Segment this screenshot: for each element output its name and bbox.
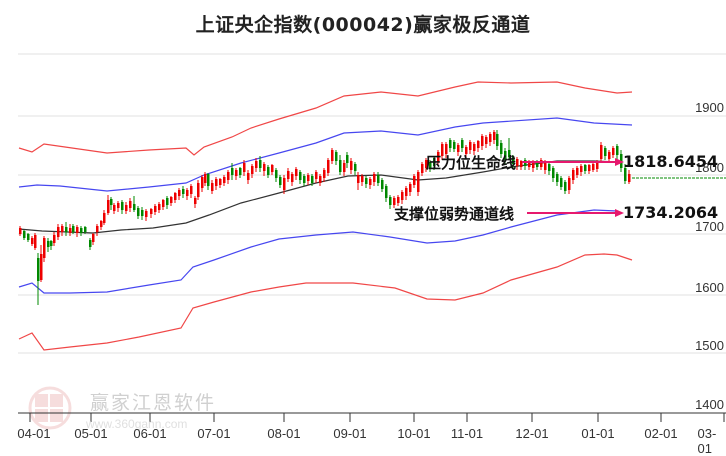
x-tick-05-01: 05-01 xyxy=(74,426,108,441)
inner-lower-band xyxy=(18,209,618,294)
x-tick-08-01: 08-01 xyxy=(267,426,301,441)
outer-upper-band xyxy=(18,81,633,156)
y-tick-1800: 1800 xyxy=(695,160,724,175)
y-tick-1500: 1500 xyxy=(695,338,724,353)
inner-upper-band xyxy=(18,117,633,192)
x-tick-02-01: 02-01 xyxy=(644,426,678,441)
x-tick-03-01: 03-01 xyxy=(697,426,717,456)
outer-lower-band xyxy=(18,253,633,351)
x-axis xyxy=(18,412,726,422)
watermark-logo-icon xyxy=(28,386,72,430)
x-tick-06-01: 06-01 xyxy=(133,426,167,441)
resistance-label: 压力位生命线 xyxy=(426,154,517,172)
x-tick-10-01: 10-01 xyxy=(397,426,431,441)
chart-title: 上证央企指数(000042)赢家极反通道 xyxy=(195,14,531,36)
resistance-value: 1818.6454 xyxy=(623,152,719,171)
support-value: 1734.2064 xyxy=(623,203,719,222)
gridlines xyxy=(18,53,726,354)
x-tick-12-01: 12-01 xyxy=(515,426,549,441)
support-arrow-icon xyxy=(527,209,624,217)
y-tick-1600: 1600 xyxy=(695,280,724,295)
y-tick-1900: 1900 xyxy=(695,100,724,115)
x-tick-07-01: 07-01 xyxy=(197,426,231,441)
x-tick-04-01: 04-01 xyxy=(17,426,51,441)
y-tick-1400: 1400 xyxy=(695,397,724,412)
x-tick-11-01: 11-01 xyxy=(450,426,484,441)
y-tick-1700: 1700 xyxy=(695,219,724,234)
watermark-url: www.360gann.com xyxy=(86,417,188,431)
x-tick-01-01: 01-01 xyxy=(581,426,615,441)
candlesticks xyxy=(19,130,631,305)
x-tick-09-01: 09-01 xyxy=(333,426,367,441)
resistance-arrow-icon xyxy=(522,158,624,166)
watermark-brand: 赢家江恩软件 xyxy=(90,392,217,414)
support-label: 支撑位弱势通道线 xyxy=(394,205,515,223)
